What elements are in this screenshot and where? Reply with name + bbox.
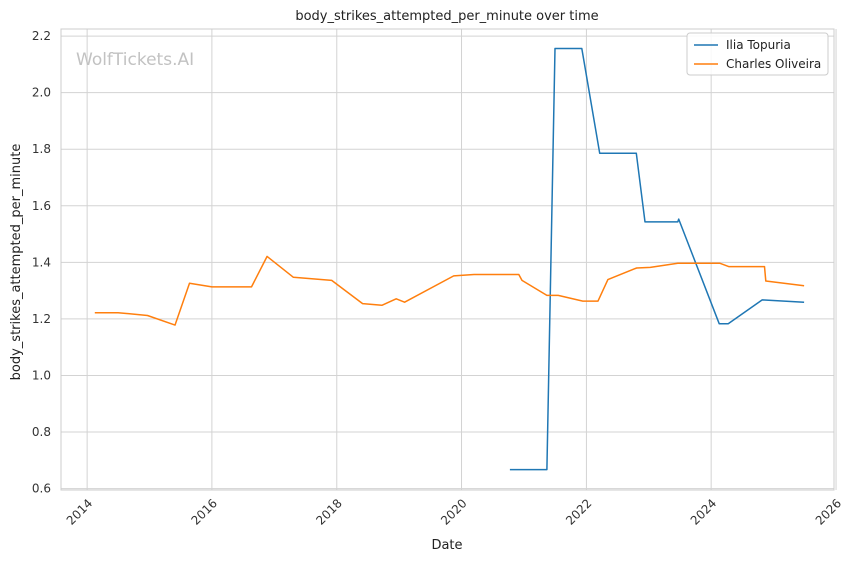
- series-line-ilia-topuria: [509, 47, 805, 471]
- y-tick-label: 2.2: [32, 29, 51, 43]
- y-tick-label: 2.0: [32, 86, 51, 100]
- y-tick-label: 1.2: [32, 312, 51, 326]
- legend-label-ilia-topuria: Ilia Topuria: [726, 38, 791, 52]
- y-tick-label: 1.4: [32, 255, 51, 269]
- series-layer: [94, 47, 805, 471]
- y-tick-label: 1.6: [32, 199, 51, 213]
- watermark: WolfTickets.AI: [76, 50, 194, 70]
- y-axis: 0.6 0.8 1.0 1.2 1.4 1.6 1.8 2.0 2.2: [32, 29, 51, 496]
- plot-frame: [60, 28, 835, 491]
- y-tick-label: 1.8: [32, 142, 51, 156]
- chart-title: body_strikes_attempted_per_minute over t…: [295, 9, 598, 24]
- legend: Ilia Topuria Charles Oliveira: [686, 32, 829, 76]
- y-tick-label: 1.0: [32, 368, 51, 382]
- legend-box: [686, 32, 829, 76]
- legend-label-charles-oliveira: Charles Oliveira: [726, 57, 821, 71]
- y-tick-label: 0.6: [32, 482, 51, 496]
- x-axis-title: Date: [431, 538, 462, 553]
- y-tick-label: 0.8: [32, 425, 51, 439]
- y-axis-title: body_strikes_attempted_per_minute: [9, 144, 24, 381]
- grid: [61, 29, 837, 490]
- series-line-charles-oliveira: [94, 255, 805, 326]
